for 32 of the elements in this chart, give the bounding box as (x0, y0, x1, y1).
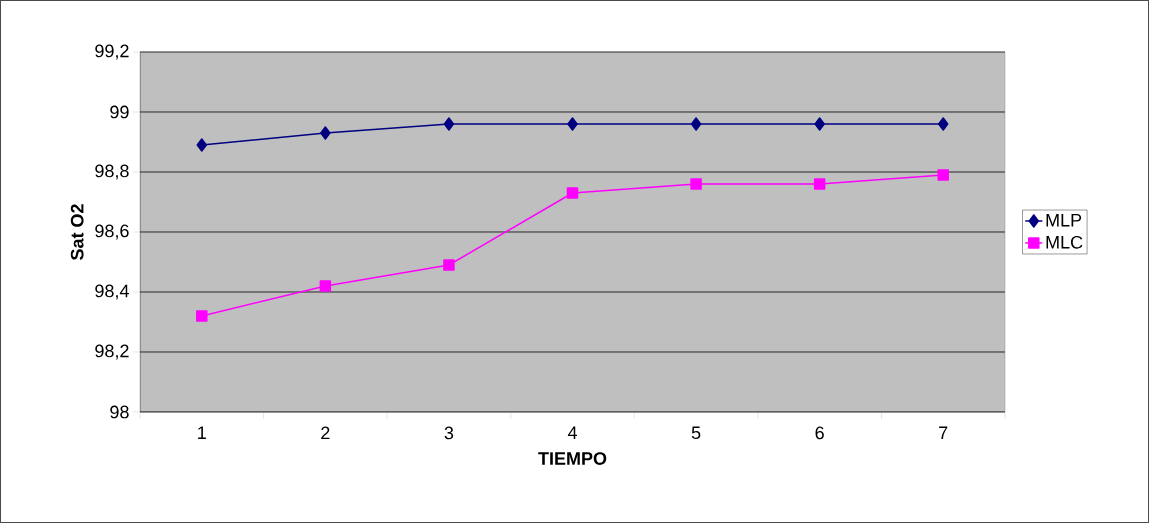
legend-label: MLP (1046, 214, 1082, 227)
y-tick-label: 98,8 (95, 164, 129, 180)
point (814, 117, 825, 131)
point (443, 259, 455, 271)
y-tick-label: 98,2 (95, 344, 129, 360)
x-tick-label: 6 (815, 426, 824, 440)
x-tick-label: 2 (321, 426, 330, 440)
y-tick-label: 99 (110, 105, 129, 119)
point (196, 310, 208, 322)
point (196, 138, 208, 152)
point (813, 178, 826, 190)
point (937, 117, 949, 131)
point (567, 117, 578, 131)
point (566, 187, 579, 199)
x-tick-label: 3 (444, 426, 454, 440)
point (690, 117, 702, 131)
point (320, 126, 331, 140)
y-tick-label: 98,4 (95, 284, 129, 300)
point (690, 178, 702, 190)
x-axis-title: TIEMPO (538, 452, 607, 465)
point (443, 117, 455, 131)
y-tick-label: 98 (110, 405, 129, 419)
y-axis-title: Sat O2 (70, 204, 84, 260)
y-tick-label: 99,2 (95, 44, 129, 60)
x-tick-label: 5 (691, 426, 701, 440)
point (319, 280, 332, 292)
x-tick-label: 1 (198, 426, 206, 439)
x-tick-label: 4 (567, 426, 577, 439)
point (937, 169, 949, 181)
x-tick-label: 7 (939, 426, 948, 439)
y-tick-label: 98,6 (95, 224, 129, 240)
legend-label: MLC (1046, 235, 1083, 249)
